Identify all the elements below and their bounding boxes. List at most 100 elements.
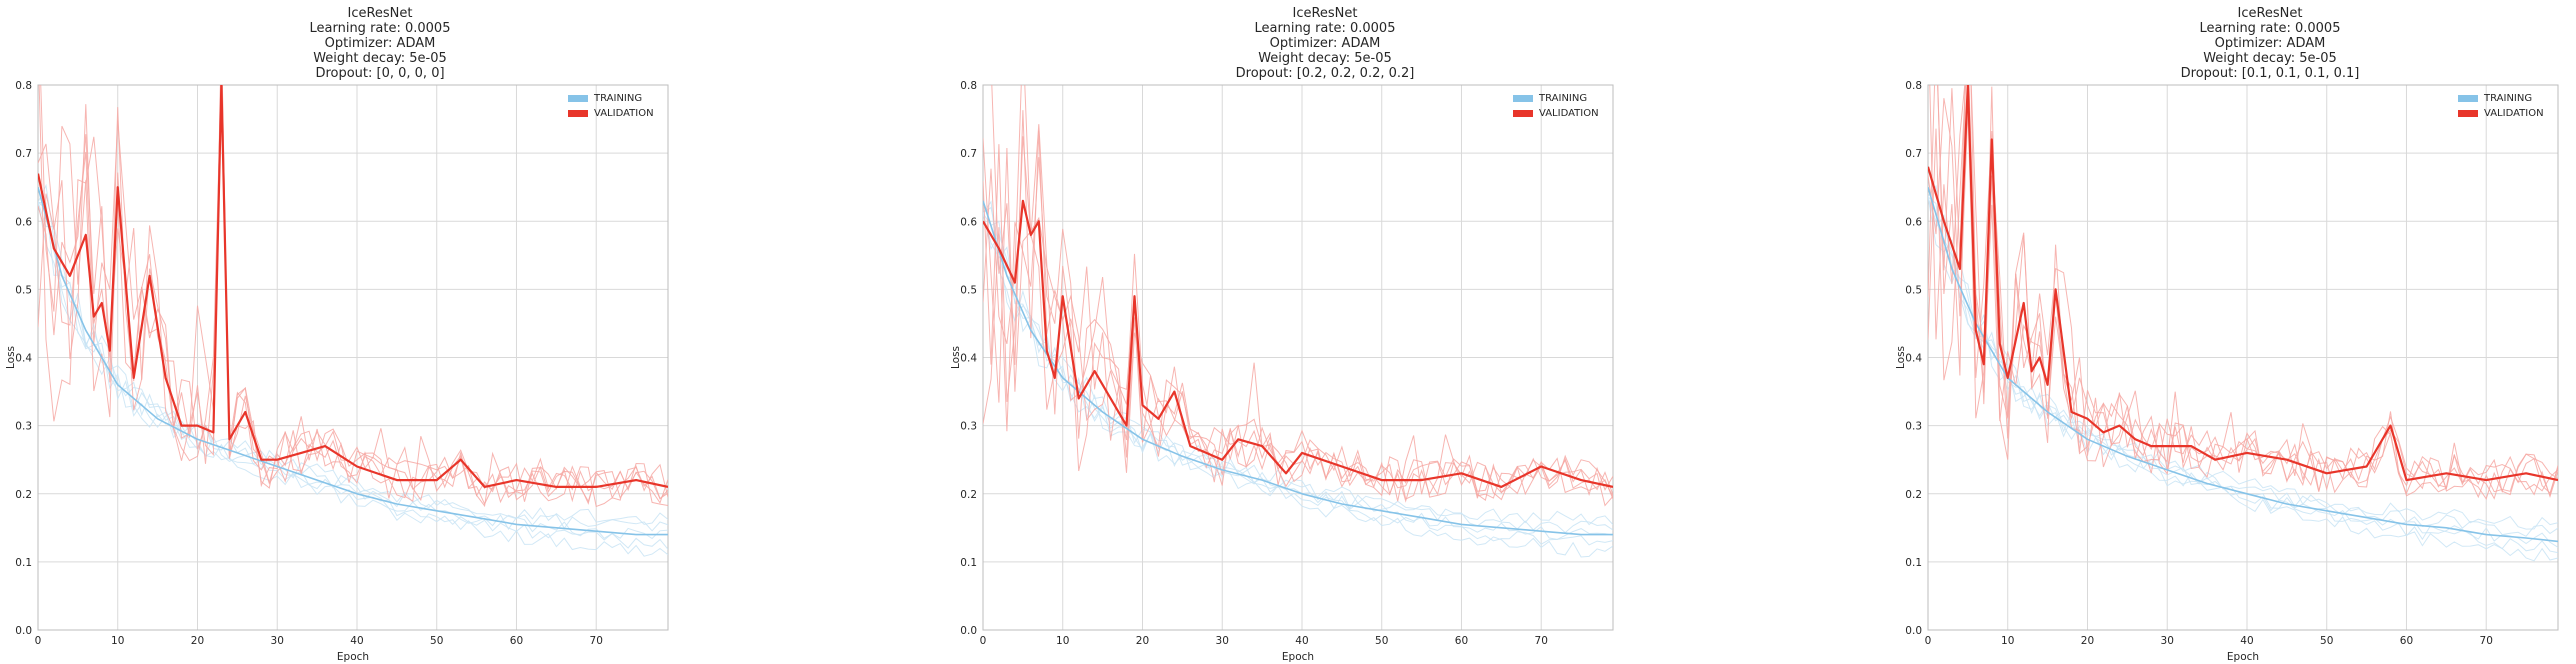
x-tick-label: 10 xyxy=(2001,635,2014,647)
training-fold-line xyxy=(1928,196,2558,537)
legend-label: VALIDATION xyxy=(1539,108,1599,119)
x-tick-label: 30 xyxy=(2161,635,2174,647)
x-tick-label: 50 xyxy=(430,635,443,647)
validation-fold-line xyxy=(1928,98,2558,500)
x-tick-label: 70 xyxy=(1535,635,1548,647)
title-line: IceResNet xyxy=(347,6,413,21)
legend-item-training: TRAINING xyxy=(1513,91,1599,106)
y-tick-label: 0.3 xyxy=(15,421,32,433)
legend-label: VALIDATION xyxy=(594,108,654,119)
fold-traces xyxy=(983,85,1613,558)
x-tick-label: 10 xyxy=(1056,635,1069,647)
legend: TRAINING VALIDATION xyxy=(2458,91,2544,121)
x-axis-label: Epoch xyxy=(1282,651,1314,663)
validation-fold-line xyxy=(38,85,668,503)
x-tick-label: 40 xyxy=(1295,635,1308,647)
validation-fold-line xyxy=(991,85,1613,502)
y-tick-label: 0.1 xyxy=(1905,557,1922,569)
title-line: Optimizer: ADAM xyxy=(2214,36,2326,51)
chart-title: IceResNet Learning rate: 0.0005 Optimize… xyxy=(975,6,1675,81)
line-chart: 0.0 0.1 0.2 0.3 0.4 0.5 0.6 0.7 0.8 0 10 20 30 40 50 60… xyxy=(5,80,669,663)
title-line: Dropout: [0.1, 0.1, 0.1, 0.1] xyxy=(2180,66,2360,81)
legend-swatch-validation xyxy=(568,110,588,117)
y-tick-label: 0.2 xyxy=(15,489,32,501)
x-tick-label: 30 xyxy=(1216,635,1229,647)
y-tick-label: 0.2 xyxy=(1905,489,1922,501)
legend: TRAINING VALIDATION xyxy=(1513,91,1599,121)
training-fold-line xyxy=(1928,184,2558,530)
chart-panel-2: IceResNet Learning rate: 0.0005 Optimize… xyxy=(945,0,1645,664)
y-tick-label: 0.1 xyxy=(15,557,32,569)
title-line: Weight decay: 5e-05 xyxy=(2203,51,2337,66)
validation-series-line xyxy=(983,199,1613,488)
legend-label: TRAINING xyxy=(2484,93,2533,104)
y-tick-label: 0.0 xyxy=(960,625,977,637)
plot-frame xyxy=(1927,84,2559,631)
validation-series-line xyxy=(38,85,668,488)
x-axis-label: Epoch xyxy=(337,651,369,663)
x-tick-label: 60 xyxy=(2400,635,2413,647)
x-tick-label: 30 xyxy=(271,635,284,647)
y-tick-label: 0.4 xyxy=(960,353,977,365)
y-tick-label: 0.6 xyxy=(960,216,977,228)
x-tick-label: 0 xyxy=(35,635,42,647)
x-tick-label: 50 xyxy=(1375,635,1388,647)
chart-title: IceResNet Learning rate: 0.0005 Optimize… xyxy=(1920,6,2576,81)
x-tick-label: 20 xyxy=(2081,635,2094,647)
chart-title: IceResNet Learning rate: 0.0005 Optimize… xyxy=(30,6,730,81)
training-series-line xyxy=(38,186,668,536)
legend-swatch-training xyxy=(1513,95,1533,102)
title-line: Optimizer: ADAM xyxy=(324,36,436,51)
title-line: Weight decay: 5e-05 xyxy=(313,51,447,66)
y-tick-label: 0.0 xyxy=(15,625,32,637)
x-tick-label: 40 xyxy=(350,635,363,647)
x-tick-label: 0 xyxy=(980,635,987,647)
y-tick-label: 0.8 xyxy=(1905,80,1922,92)
y-tick-label: 0.1 xyxy=(960,557,977,569)
title-line: IceResNet xyxy=(1292,6,1358,21)
y-axis-label: Loss xyxy=(5,346,17,369)
y-tick-label: 0.5 xyxy=(960,284,977,296)
x-tick-label: 70 xyxy=(2480,635,2493,647)
title-line: Weight decay: 5e-05 xyxy=(1258,51,1392,66)
y-tick-label: 0.3 xyxy=(960,421,977,433)
legend-item-validation: VALIDATION xyxy=(1513,106,1599,121)
title-line: Optimizer: ADAM xyxy=(1269,36,1381,51)
legend-label: TRAINING xyxy=(594,93,643,104)
validation-fold-line xyxy=(1928,85,2558,499)
legend-swatch-training xyxy=(2458,95,2478,102)
validation-series-line xyxy=(1928,85,2558,482)
training-fold-line xyxy=(983,212,1613,534)
legend-swatch-validation xyxy=(2458,110,2478,117)
x-tick-label: 10 xyxy=(111,635,124,647)
fold-traces xyxy=(1928,85,2558,562)
training-fold-line xyxy=(1928,197,2558,562)
title-line: IceResNet xyxy=(2237,6,2303,21)
title-line: Learning rate: 0.0005 xyxy=(2199,21,2341,36)
legend-label: VALIDATION xyxy=(2484,108,2544,119)
training-series-line xyxy=(1928,186,2558,543)
x-tick-label: 40 xyxy=(2240,635,2253,647)
x-tick-label: 50 xyxy=(2320,635,2333,647)
chart-panel-3: IceResNet Learning rate: 0.0005 Optimize… xyxy=(1890,0,2576,664)
legend-swatch-validation xyxy=(1513,110,1533,117)
validation-fold-line xyxy=(983,136,1613,500)
training-fold-line xyxy=(1928,197,2558,554)
plot-frame xyxy=(37,84,669,631)
y-axis-label: Loss xyxy=(1895,346,1907,369)
y-tick-label: 0.4 xyxy=(15,353,32,365)
x-tick-label: 20 xyxy=(191,635,204,647)
plot-frame xyxy=(982,84,1614,631)
x-tick-label: 60 xyxy=(1455,635,1468,647)
training-fold-line xyxy=(38,201,668,550)
y-tick-label: 0.7 xyxy=(1905,148,1922,160)
title-line: Learning rate: 0.0005 xyxy=(1254,21,1396,36)
validation-fold-line xyxy=(38,85,668,506)
x-tick-label: 60 xyxy=(510,635,523,647)
y-tick-label: 0.5 xyxy=(15,284,32,296)
y-tick-label: 0.6 xyxy=(1905,216,1922,228)
training-fold-line xyxy=(38,202,668,557)
training-fold-line xyxy=(38,183,668,532)
legend-item-validation: VALIDATION xyxy=(2458,106,2544,121)
validation-fold-line xyxy=(1937,85,2558,499)
